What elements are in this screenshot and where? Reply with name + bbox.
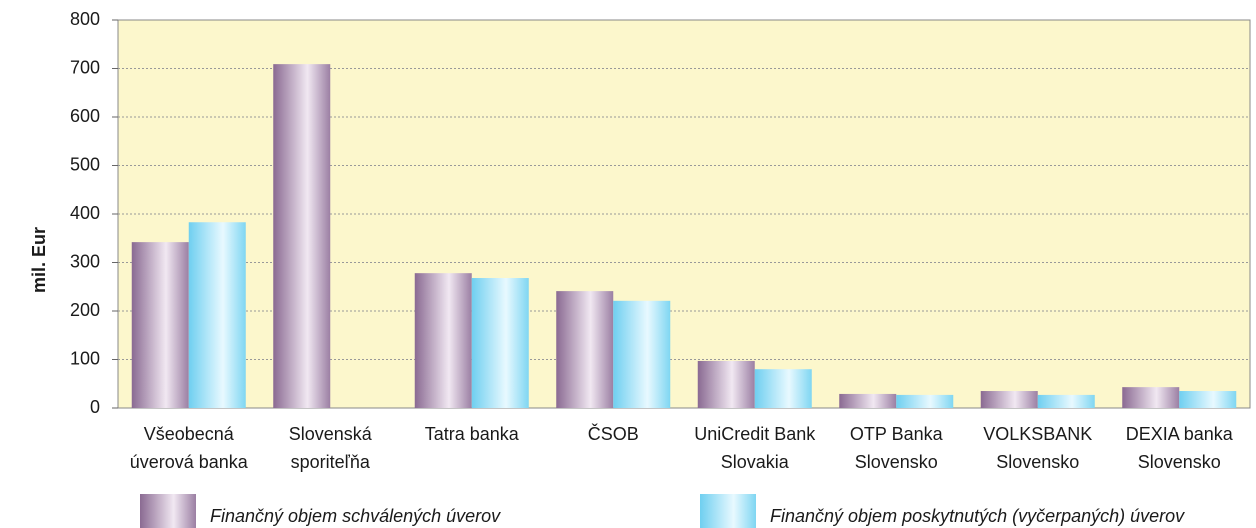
- bar: [697, 360, 755, 408]
- x-tick-label: ČSOB: [587, 424, 639, 444]
- legend-label: Finančný objem poskytnutých (vyčerpaných…: [770, 506, 1185, 526]
- bar: [131, 242, 189, 408]
- bar: [414, 273, 472, 408]
- bar: [1122, 387, 1180, 408]
- bar: [754, 369, 812, 408]
- x-tick-label: UniCredit Bank Slovakia: [694, 424, 816, 472]
- y-tick-label: 0: [90, 397, 100, 417]
- bar: [556, 291, 614, 408]
- y-tick-label: 300: [70, 251, 100, 271]
- x-tick-label: Tatra banka: [424, 424, 519, 444]
- y-tick-label: 700: [70, 57, 100, 77]
- x-tick-label: DEXIA banka Slovensko: [1125, 424, 1233, 472]
- legend-swatch: [700, 494, 756, 528]
- bar: [188, 222, 246, 408]
- x-tick-label: OTP Banka Slovensko: [849, 424, 943, 472]
- x-tick-label: VOLKSBANK Slovensko: [983, 424, 1093, 472]
- bar: [839, 393, 897, 408]
- bar: [896, 394, 954, 408]
- x-tick-label: Všeobecná úverová banka: [129, 424, 248, 472]
- bar: [471, 278, 529, 408]
- bar: [613, 300, 671, 408]
- bar: [1037, 394, 1095, 408]
- legend-label: Finančný objem schválených úverov: [210, 506, 501, 526]
- bar: [1179, 391, 1237, 408]
- legend-swatch: [140, 494, 196, 528]
- y-tick-label: 400: [70, 203, 100, 223]
- y-tick-label: 200: [70, 300, 100, 320]
- y-tick-label: 800: [70, 9, 100, 29]
- y-axis-label: mil. Eur: [29, 227, 49, 293]
- y-tick-label: 500: [70, 154, 100, 174]
- y-tick-label: 100: [70, 348, 100, 368]
- bar: [273, 64, 331, 408]
- x-tick-label: Slovenská sporiteľňa: [288, 424, 372, 472]
- bar: [980, 391, 1038, 408]
- y-tick-label: 600: [70, 106, 100, 126]
